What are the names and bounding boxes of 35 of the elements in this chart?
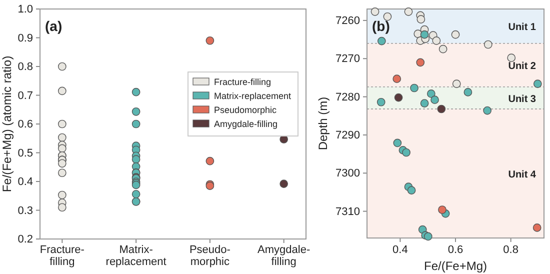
y-tick-label: 0.9 [18,32,33,44]
x-axis-title: Fe/(Fe+Mg) [424,259,488,273]
y-axis-title: Depth (m) [316,96,330,150]
x-tick-label: Pseudo-morphic [189,244,231,268]
annotation: (a) [45,18,62,34]
y-tick-label: 7260 [336,14,360,27]
y-tick-label: 0.6 [18,118,33,131]
y-tick-label: 7310 [336,206,360,218]
x-tick-label: Matrix-replacement [106,244,166,268]
y-tick-label: 7290 [336,129,360,142]
y-tick-label: 0.8 [18,61,33,74]
annotation: (b) [372,18,390,34]
x-tick-label: Amygdale-filling [258,244,310,268]
y-tick-label: 7270 [336,53,360,66]
band-label: Unit 2 [508,61,536,72]
x-tick-label: 0.4 [392,244,408,256]
band-label: Unit 3 [508,94,536,105]
y-tick-label: 0.4 [18,176,33,188]
x-tick-label: 0.6 [448,244,464,256]
y-tick-label: 0.5 [18,147,33,160]
y-tick-label: 7300 [336,168,360,180]
legend-label: Matrix-replacement [214,91,292,101]
y-tick-label: 1.0 [18,4,33,16]
band-label: Unit 4 [508,170,536,180]
x-tick-label: 0.8 [503,244,518,256]
legend-label: Pseudomorphic [214,105,278,115]
y-tick-label: 0.7 [18,90,33,102]
y-axis-title: Fe/(Fe+Mg) (atomic ratio) [0,56,14,192]
x-tick-label: Fracture-filling [40,244,85,268]
legend-label: Amygdale-filling [214,119,278,129]
y-tick-label: 0.2 [18,234,33,246]
y-tick-label: 7280 [336,91,360,104]
legend-label: Fracture-filling [214,77,272,87]
band-label: Unit 1 [508,22,536,34]
y-tick-label: 0.3 [18,204,33,217]
